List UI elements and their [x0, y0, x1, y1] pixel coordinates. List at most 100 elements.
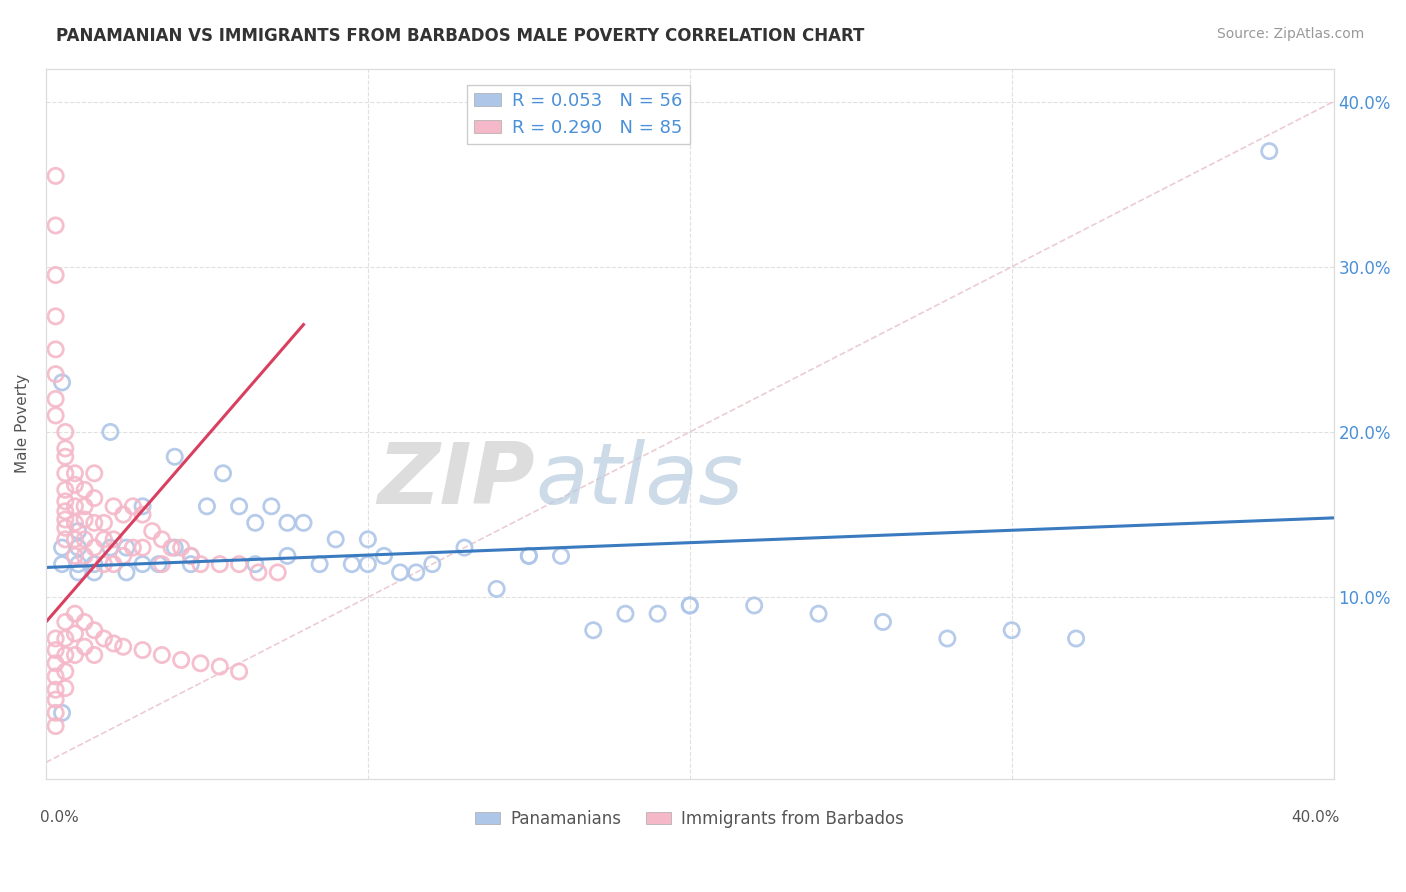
Point — [53, 450, 76, 464]
Point — [53, 521, 76, 535]
Point — [73, 500, 96, 514]
Point — [93, 533, 115, 547]
Point — [45, 643, 67, 657]
Point — [582, 624, 605, 638]
Point — [679, 599, 702, 613]
Point — [45, 409, 67, 423]
Point — [679, 599, 702, 613]
Point — [389, 566, 412, 580]
Point — [228, 665, 250, 679]
Point — [112, 640, 135, 654]
Point — [73, 533, 96, 547]
Point — [936, 632, 959, 646]
Point — [53, 615, 76, 629]
Point — [103, 500, 125, 514]
Point — [150, 557, 173, 571]
Point — [45, 657, 67, 671]
Point — [73, 615, 96, 629]
Point — [73, 512, 96, 526]
Point — [73, 640, 96, 654]
Point — [45, 219, 67, 233]
Point — [63, 516, 86, 530]
Point — [53, 632, 76, 646]
Point — [148, 557, 170, 571]
Point — [51, 541, 73, 555]
Point — [208, 659, 231, 673]
Point — [98, 425, 121, 439]
Point — [45, 268, 67, 282]
Point — [67, 566, 90, 580]
Point — [63, 467, 86, 481]
Point — [122, 500, 145, 514]
Point — [872, 615, 894, 629]
Point — [1001, 624, 1024, 638]
Point — [1064, 632, 1087, 646]
Point — [1258, 144, 1281, 158]
Point — [83, 624, 105, 638]
Point — [276, 549, 298, 563]
Point — [53, 467, 76, 481]
Point — [163, 450, 186, 464]
Point — [53, 533, 76, 547]
Point — [195, 500, 218, 514]
Point — [53, 512, 76, 526]
Point — [308, 557, 330, 571]
Text: 0.0%: 0.0% — [39, 810, 79, 824]
Point — [190, 657, 212, 671]
Point — [93, 632, 115, 646]
Point — [180, 549, 202, 563]
Point — [45, 692, 67, 706]
Text: ZIP: ZIP — [378, 439, 536, 522]
Point — [807, 607, 830, 621]
Point — [63, 648, 86, 662]
Point — [614, 607, 637, 621]
Point — [45, 310, 67, 324]
Point — [53, 504, 76, 518]
Point — [170, 541, 193, 555]
Point — [122, 541, 145, 555]
Text: atlas: atlas — [536, 439, 744, 522]
Point — [53, 665, 76, 679]
Point — [83, 491, 105, 505]
Point — [83, 467, 105, 481]
Point — [180, 549, 202, 563]
Point — [98, 541, 121, 555]
Point — [63, 626, 86, 640]
Point — [245, 516, 267, 530]
Point — [93, 557, 115, 571]
Point — [103, 533, 125, 547]
Point — [150, 533, 173, 547]
Point — [83, 648, 105, 662]
Legend: Panamanians, Immigrants from Barbados: Panamanians, Immigrants from Barbados — [468, 803, 911, 835]
Point — [115, 566, 138, 580]
Point — [103, 557, 125, 571]
Point — [93, 516, 115, 530]
Point — [45, 169, 67, 183]
Point — [373, 549, 395, 563]
Point — [647, 607, 669, 621]
Point — [45, 669, 67, 683]
Point — [103, 636, 125, 650]
Point — [63, 533, 86, 547]
Point — [45, 343, 67, 357]
Point — [517, 549, 540, 563]
Point — [228, 557, 250, 571]
Point — [83, 557, 105, 571]
Point — [115, 541, 138, 555]
Point — [53, 483, 76, 497]
Point — [131, 643, 153, 657]
Y-axis label: Male Poverty: Male Poverty — [15, 374, 30, 474]
Point — [276, 516, 298, 530]
Point — [45, 392, 67, 406]
Point — [247, 566, 270, 580]
Point — [131, 541, 153, 555]
Point — [260, 500, 283, 514]
Text: Source: ZipAtlas.com: Source: ZipAtlas.com — [1216, 27, 1364, 41]
Text: 40.0%: 40.0% — [1292, 810, 1340, 824]
Point — [83, 516, 105, 530]
Point — [141, 524, 163, 538]
Point — [150, 648, 173, 662]
Point — [83, 541, 105, 555]
Point — [53, 425, 76, 439]
Point — [112, 549, 135, 563]
